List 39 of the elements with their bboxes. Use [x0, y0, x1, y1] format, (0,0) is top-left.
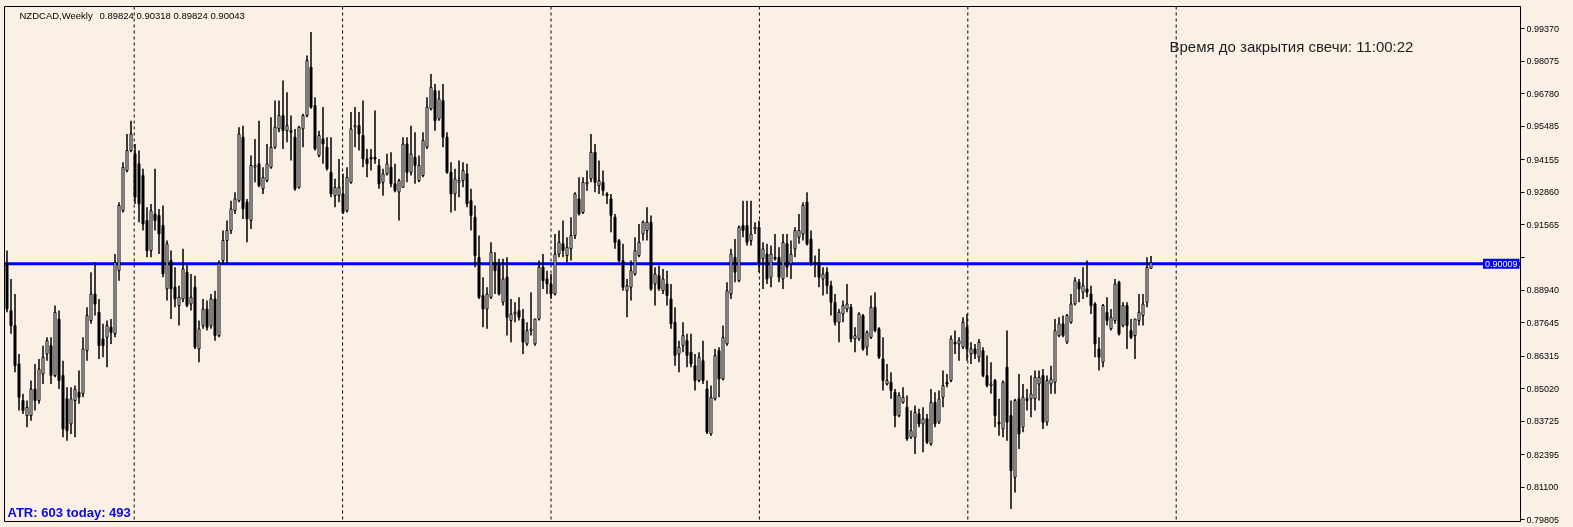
candlestick — [1061, 314, 1065, 339]
y-tick-label: 0.98075 — [1526, 56, 1560, 67]
candlestick — [897, 391, 901, 418]
candlestick — [921, 406, 925, 454]
candlestick — [33, 363, 37, 412]
candlestick — [389, 151, 393, 189]
candlestick — [373, 109, 377, 165]
y-tick-label: 0.79805 — [1526, 514, 1560, 525]
candlestick — [457, 159, 461, 198]
y-tick-label: 0.87645 — [1526, 317, 1560, 328]
y-tick-label: 0.92860 — [1526, 187, 1560, 198]
candlestick — [561, 219, 565, 259]
candlestick — [785, 233, 789, 278]
y-tick-label: 0.96780 — [1526, 88, 1560, 99]
candlestick — [749, 199, 753, 247]
y-tick-label: 0.99370 — [1526, 23, 1560, 34]
chart-subtitle: 0.89824 0.90318 0.89824 0.90043 — [99, 10, 245, 21]
ref-line-label: 0.90009 — [1484, 258, 1518, 269]
y-tick-label: 0.88940 — [1526, 285, 1560, 296]
candlestick — [493, 251, 497, 295]
annotation: Время до закрытия свечи: 11:00:22 — [1169, 38, 1414, 55]
y-tick-label: 0.95485 — [1526, 121, 1560, 132]
candlestick — [909, 409, 913, 440]
candlestick — [1029, 374, 1033, 418]
y-tick-label: 0.85020 — [1526, 383, 1560, 394]
y-tick-label: 0.94155 — [1526, 154, 1560, 165]
y-tick-label: 0.82395 — [1526, 449, 1560, 460]
y-tick-label: 0.86315 — [1526, 351, 1560, 362]
candlestick — [701, 339, 705, 385]
annotation: ATR: 603 today: 493 — [7, 505, 131, 520]
candlestick — [1125, 301, 1129, 350]
y-tick-label: 0.81100 — [1526, 482, 1559, 493]
candlestick — [413, 131, 417, 185]
candlestick — [105, 319, 109, 368]
candlestick — [745, 199, 749, 247]
chart-title: NZDCAD,Weekly — [19, 10, 93, 21]
candlestick — [281, 79, 285, 150]
y-tick-label: 0.83725 — [1526, 416, 1560, 427]
y-tick-label: 0.91565 — [1526, 219, 1560, 230]
